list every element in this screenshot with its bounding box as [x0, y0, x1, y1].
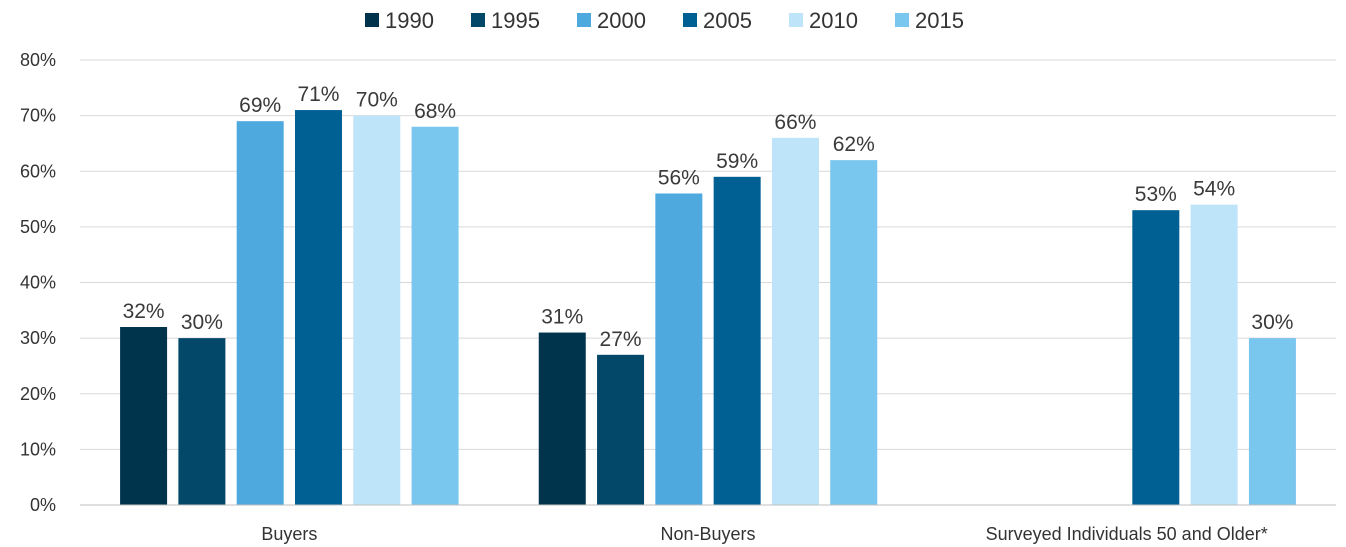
bar-2000	[236, 121, 284, 505]
legend-label: 2015	[915, 8, 964, 33]
legend-label: 1990	[385, 8, 434, 33]
data-label: 62%	[833, 133, 875, 156]
y-tick-label: 20%	[20, 384, 56, 404]
bar-2010	[771, 137, 819, 505]
y-tick-label: 10%	[20, 439, 56, 459]
data-label: 59%	[716, 150, 758, 173]
bar-2005	[294, 110, 342, 505]
bar-2015	[830, 160, 878, 505]
category-label: Non-Buyers	[660, 524, 755, 544]
bar-1995	[597, 354, 645, 505]
data-label: 31%	[541, 306, 583, 329]
data-label: 56%	[658, 167, 700, 190]
data-label: 32%	[123, 300, 165, 323]
bar-2005	[713, 176, 761, 505]
legend-swatch	[683, 13, 697, 27]
y-axis: 0% 10% 20% 30% 40% 50% 60% 70% 80%	[20, 50, 56, 515]
bar-1995	[178, 338, 226, 505]
legend-label: 1995	[491, 8, 540, 33]
y-tick-label: 0%	[30, 495, 56, 515]
bar-2015	[411, 126, 459, 505]
category-label: Surveyed Individuals 50 and Older*	[986, 524, 1268, 544]
data-label: 69%	[239, 94, 281, 117]
x-axis: Buyers Non-Buyers Surveyed Individuals 50 …	[80, 504, 1336, 544]
bar-2005	[1132, 210, 1180, 505]
legend-swatch	[895, 13, 909, 27]
legend-label: 2000	[597, 8, 646, 33]
y-tick-label: 80%	[20, 50, 56, 70]
data-label: 66%	[774, 111, 816, 134]
data-label: 54%	[1193, 178, 1235, 201]
bar-1990	[538, 332, 586, 505]
data-label: 71%	[297, 83, 339, 106]
y-tick-label: 30%	[20, 328, 56, 348]
data-label: 70%	[356, 89, 398, 112]
legend: 1990 1995 2000 2005 2010 2015	[365, 8, 964, 33]
y-tick-label: 40%	[20, 273, 56, 293]
legend-label: 2010	[809, 8, 858, 33]
bar-2015	[1248, 338, 1296, 505]
gridlines	[80, 59, 1336, 450]
legend-swatch	[471, 13, 485, 27]
data-label: 30%	[181, 311, 223, 334]
y-tick-label: 60%	[20, 161, 56, 181]
data-label: 68%	[414, 100, 456, 123]
data-label: 27%	[600, 328, 642, 351]
bars	[120, 110, 1296, 505]
bar-2010	[353, 115, 401, 505]
data-labels: 32% 30% 69% 71% 70% 68% 31% 27% 56% 59% 66% 62% 53% 5…	[123, 83, 1294, 351]
y-tick-label: 70%	[20, 106, 56, 126]
data-label: 30%	[1251, 311, 1293, 334]
data-label: 53%	[1135, 183, 1177, 206]
y-tick-label: 50%	[20, 217, 56, 237]
bar-2010	[1190, 204, 1238, 505]
category-label: Buyers	[261, 524, 317, 544]
bar-1990	[120, 327, 168, 505]
legend-swatch	[577, 13, 591, 27]
legend-swatch	[789, 13, 803, 27]
bar-2000	[655, 193, 703, 505]
legend-label: 2005	[703, 8, 752, 33]
legend-swatch	[365, 13, 379, 27]
